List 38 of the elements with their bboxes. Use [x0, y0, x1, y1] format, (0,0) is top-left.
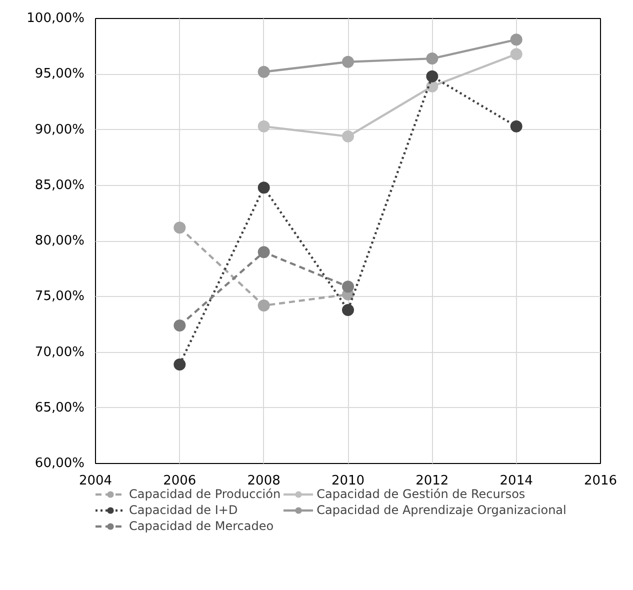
y-tick-label: 85,00%	[34, 178, 85, 193]
y-tick-label: 90,00%	[34, 122, 85, 138]
point	[342, 304, 354, 316]
legend-label: Capacidad de I+D	[129, 503, 238, 517]
x-tick-label: 2010	[331, 474, 365, 488]
legend-label: Capacidad de Producción	[129, 487, 281, 501]
y-tick-label: 80,00%	[34, 234, 85, 248]
point	[174, 222, 186, 234]
point	[174, 320, 186, 332]
x-tick-label: 2004	[78, 474, 112, 488]
y-tick-label: 60,00%	[34, 456, 85, 471]
y-tick-label: 100,00%	[26, 11, 85, 26]
point	[342, 280, 354, 293]
x-tick-label: 2006	[163, 474, 196, 488]
point	[174, 358, 186, 370]
legend-label: Capacidad de Gestión de Recursos	[316, 487, 526, 501]
y-tick-label: 70,00%	[34, 344, 85, 360]
point	[258, 246, 270, 258]
x-tick-label: 2008	[247, 474, 280, 488]
point	[342, 130, 354, 142]
x-tick-label: 2016	[584, 474, 618, 488]
y-tick-label: 95,00%	[34, 66, 85, 82]
point	[510, 120, 522, 132]
x-tick-label: 2012	[416, 474, 449, 488]
point	[510, 34, 522, 46]
legend-label: Capacidad de Aprendizaje Organizacional	[316, 503, 566, 517]
legend-label: Capacidad de Mercadeo	[129, 519, 274, 533]
point	[342, 56, 354, 68]
point	[426, 70, 438, 82]
point	[258, 182, 270, 194]
point	[258, 66, 270, 78]
x-tick-label: 2014	[500, 474, 533, 488]
point	[510, 48, 522, 60]
y-tick-label: 75,00%	[34, 289, 85, 304]
point	[258, 120, 270, 132]
point	[426, 52, 438, 65]
y-tick-label: 65,00%	[34, 400, 85, 416]
point	[258, 300, 270, 312]
